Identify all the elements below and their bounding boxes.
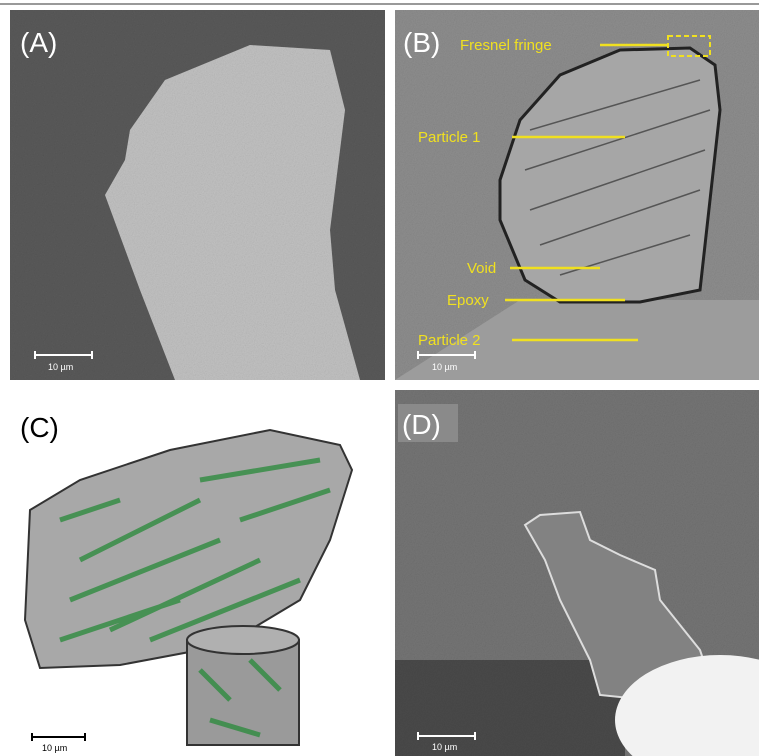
annotation: Epoxy bbox=[447, 292, 489, 309]
scale-bar-label: 10 µm bbox=[432, 742, 457, 752]
cylinder-top bbox=[187, 626, 299, 654]
scale-bar bbox=[32, 733, 85, 741]
panel-c: (C) 10 µm bbox=[20, 412, 352, 753]
page: (A) 10 µm (B) Fresnel fringe Particle 1 … bbox=[0, 0, 759, 756]
scale-bar-label: 10 µm bbox=[42, 743, 67, 753]
panel-label: (D) bbox=[402, 409, 441, 440]
particle-render bbox=[25, 430, 352, 668]
panel-label: (C) bbox=[20, 412, 59, 443]
figure: (A) 10 µm (B) Fresnel fringe Particle 1 … bbox=[0, 0, 759, 756]
annotation: Particle 1 bbox=[418, 129, 481, 146]
panel-b: (B) Fresnel fringe Particle 1 Void Epoxy… bbox=[395, 10, 759, 380]
annotation: Fresnel fringe bbox=[460, 37, 552, 54]
dark-region bbox=[395, 660, 625, 756]
panel-a: (A) 10 µm bbox=[10, 10, 385, 380]
panel-label: (B) bbox=[403, 27, 440, 58]
panel-label: (A) bbox=[20, 27, 57, 58]
scale-bar-label: 10 µm bbox=[48, 362, 73, 372]
scale-bar-label: 10 µm bbox=[432, 362, 457, 372]
annotation: Particle 2 bbox=[418, 332, 481, 349]
annotation: Void bbox=[467, 260, 496, 277]
panel-d: (D) 10 µm bbox=[395, 390, 759, 756]
